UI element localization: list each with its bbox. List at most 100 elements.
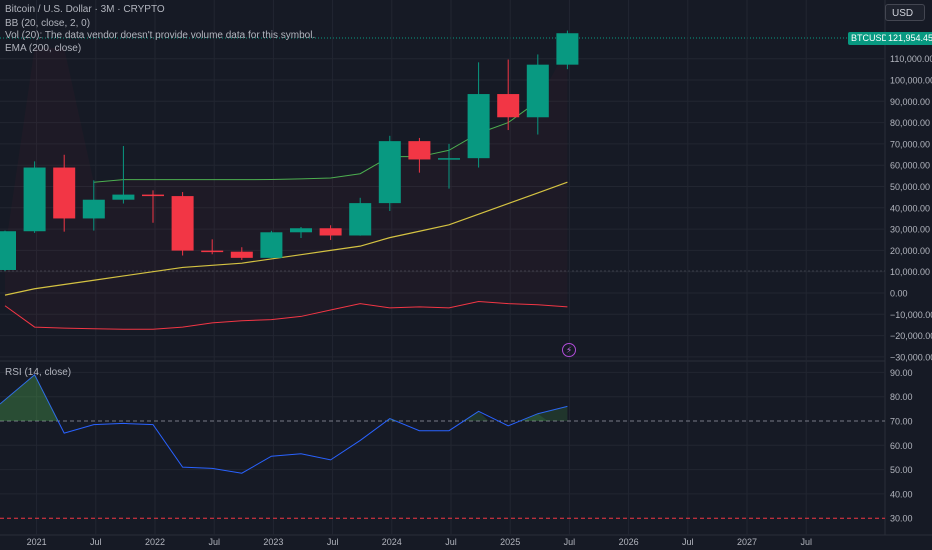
rsi-legend[interactable]: RSI (14, close) [5,367,72,378]
time-tick-label: 2025 [500,537,520,547]
time-tick-label: Jul [800,537,812,547]
rsi-overbought-fill [523,406,568,421]
bollinger-band-fill [5,48,568,330]
candle [171,192,194,256]
ticker-label: BTCUSD [848,32,892,45]
candle [349,197,372,236]
candle [0,230,16,271]
price-tick-label: −20,000.00 [890,331,932,341]
lightning-icon[interactable]: ⚡ [562,343,576,357]
rsi-line [0,374,568,474]
candle [230,247,253,260]
candle [290,226,312,239]
candle-body [82,199,105,219]
rsi-overbought-fill [520,413,548,421]
time-tick-label: Jul [208,537,220,547]
candle-body [556,33,579,65]
candle [112,146,135,204]
time-tick-label: 2023 [263,537,283,547]
rsi-tick-label: 70.00 [890,417,913,427]
candle-body [378,141,401,204]
candle-body [53,167,76,219]
price-tick-label: −10,000.00 [890,310,932,320]
candle-body [290,228,312,233]
rsi-tick-label: 50.00 [890,465,913,475]
indicator-lines [4,100,568,330]
candle [201,239,224,255]
price-tick-label: −30,000.00 [890,352,932,362]
candle-body [349,203,372,236]
time-tick-label: 2024 [382,537,402,547]
time-tick-label: 2021 [27,537,47,547]
candle-body [23,167,46,232]
time-tick-label: 2026 [619,537,639,547]
price-tick-label: 110,000.00 [890,54,932,64]
time-tick-label: Jul [564,537,576,547]
candle [23,161,46,233]
rsi-tick-label: 60.00 [890,441,913,451]
candle [438,143,460,189]
candlestick-series[interactable] [0,30,579,271]
rsi-tick-label: 30.00 [890,514,913,524]
time-tick-label: Jul [682,537,694,547]
candle-body [526,64,549,118]
bb-band-area [5,48,568,330]
candle [408,137,431,173]
candle-body [142,194,164,197]
price-tick-label: 100,000.00 [890,76,932,86]
price-axis[interactable]: 110,000.00 100,000.00 90,000.00 80,000.00 70… [890,54,932,362]
price-tick-label: 30,000.00 [890,225,930,235]
rsi-tick-label: 40.00 [890,489,913,499]
candle-body [201,250,224,253]
candle-body [438,158,460,160]
candle-body [0,231,16,270]
price-tick-label: 0.00 [890,289,908,299]
rsi-tick-label: 80.00 [890,392,913,402]
ema-200-line [4,181,568,296]
price-tick-label: 40,000.00 [890,203,930,213]
candle [53,154,76,232]
time-tick-label: Jul [90,537,102,547]
rsi-overbought-fill [0,374,59,421]
candle-body [319,228,342,236]
price-tick-label: 80,000.00 [890,118,930,128]
time-axis[interactable]: 2021 Jul 2022 Jul 2023 Jul 2024 Jul 2025 Jul 2026 J… [27,537,812,547]
price-tick-label: 60,000.00 [890,161,930,171]
price-tick-label: 10,000.00 [890,267,930,277]
candle-body [408,141,431,160]
rsi-tick-label: 90.00 [890,368,913,378]
candle-body [260,232,283,258]
bb-lower-line [4,301,568,330]
candle [319,225,342,240]
grid-lines [0,0,932,536]
candle-body [467,94,490,159]
symbol-title: Bitcoin / U.S. Dollar · 3M · CRYPTO [5,4,165,15]
price-tick-label: 20,000.00 [890,246,930,256]
time-tick-label: Jul [445,537,457,547]
candle [260,230,283,258]
volume-legend[interactable]: Vol (20): The data vendor doesn't provid… [5,30,316,41]
bb-upper-line [93,100,539,183]
ema-legend[interactable]: EMA (200, close) [5,43,82,54]
price-tick-label: 50,000.00 [890,182,930,192]
time-tick-label: Jul [327,537,339,547]
time-tick-label: 2027 [737,537,757,547]
rsi-pane[interactable]: 90.00 80.00 70.00 60.00 50.00 40.00 30.00 [0,368,913,524]
candle-body [171,196,194,251]
time-tick-label: 2022 [145,537,165,547]
candle [142,190,164,223]
candle [556,30,579,70]
price-tick-label: 70,000.00 [890,139,930,149]
last-price-label: 121,954.45 [886,32,932,45]
rsi-overbought-fill [386,418,400,421]
candle-body [497,94,520,118]
candle-body [230,251,253,258]
candle [82,180,105,231]
candle-body [112,194,135,200]
currency-button[interactable]: USD [885,4,925,21]
bb-legend[interactable]: BB (20, close, 2, 0) [5,18,91,29]
candle [378,135,401,211]
candle [467,62,490,168]
price-tick-label: 90,000.00 [890,97,930,107]
